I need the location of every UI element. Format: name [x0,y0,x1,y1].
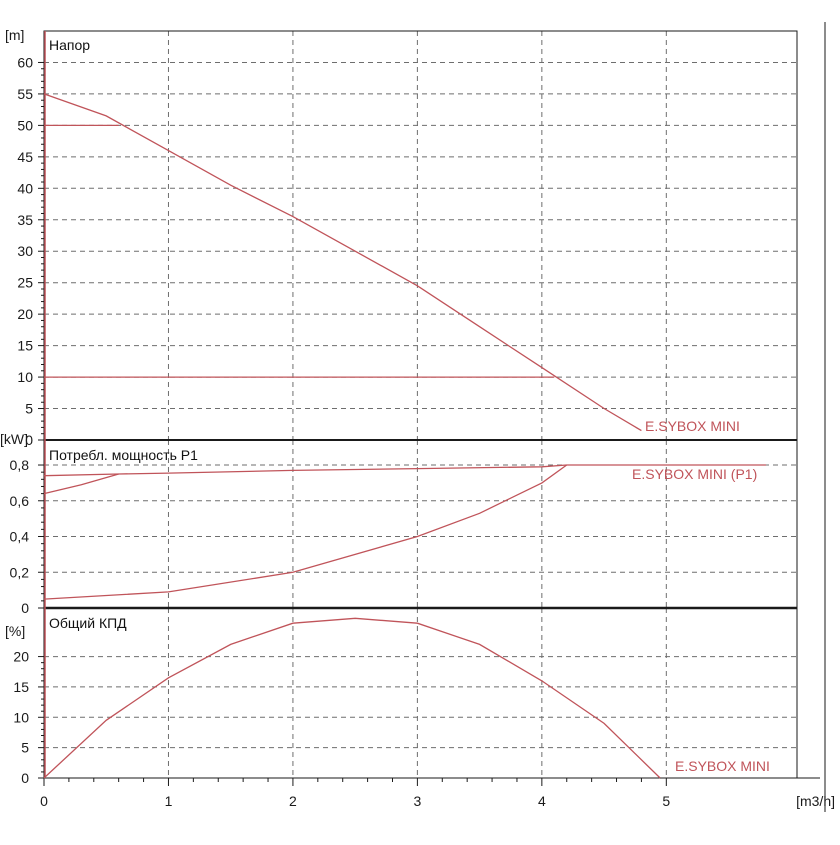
panel-title: Напор [49,37,90,53]
y-tick-label: 50 [17,117,33,133]
panel-title: Общий КПД [49,615,127,631]
y-axis-unit: [m] [5,27,24,43]
y-tick-label: 0 [21,600,29,616]
x-tick-label: 5 [662,793,670,809]
x-tick-label: 0 [40,793,48,809]
series-curve [43,617,661,779]
series-label: E.SYBOX MINI [675,758,770,774]
series-curve [43,93,642,432]
y-tick-label: 5 [25,401,33,417]
y-tick-label: 25 [17,275,33,291]
y-tick-label: 35 [17,212,33,228]
y-tick-label: 40 [17,180,33,196]
x-tick-label: 3 [413,793,421,809]
y-tick-label: 45 [17,149,33,165]
y-tick-label: 10 [13,709,29,725]
y-axis-unit: [%] [5,623,25,639]
y-tick-label: 30 [17,243,33,259]
y-tick-label: 5 [21,740,29,756]
panel-frame [43,607,798,779]
y-tick-label: 0,2 [10,564,30,580]
panel-title: Потребл. мощность P1 [49,447,198,463]
y-tick-label: 20 [17,306,33,322]
x-tick-label: 2 [289,793,297,809]
y-tick-label: 15 [17,338,33,354]
x-tick-label: 4 [538,793,546,809]
y-tick-label: 0 [25,432,33,448]
y-axis-unit: [kW] [0,431,28,447]
y-tick-label: 20 [13,649,29,665]
series-curve [43,464,568,600]
y-tick-label: 10 [17,369,33,385]
y-tick-label: 0 [21,770,29,786]
panel-frame [43,30,798,441]
y-tick-label: 0,6 [10,493,30,509]
grid-layer [44,31,797,778]
y-tick-label: 15 [13,679,29,695]
series-label: E.SYBOX MINI (P1) [632,466,757,482]
series-curve [43,464,766,477]
y-tick-label: 55 [17,86,33,102]
y-tick-label: 0,8 [10,457,30,473]
y-tick-label: 0,4 [10,529,30,545]
series-label: E.SYBOX MINI [645,418,740,434]
series-curve [43,473,119,495]
x-axis-unit: [m3/h] [796,793,835,809]
panel-frames [38,30,820,786]
labels-layer: 051015202530354045505560[m]НапорE.SYBOX … [0,27,835,809]
curves-layer [43,31,766,779]
x-tick-label: 1 [165,793,173,809]
y-tick-label: 60 [17,54,33,70]
